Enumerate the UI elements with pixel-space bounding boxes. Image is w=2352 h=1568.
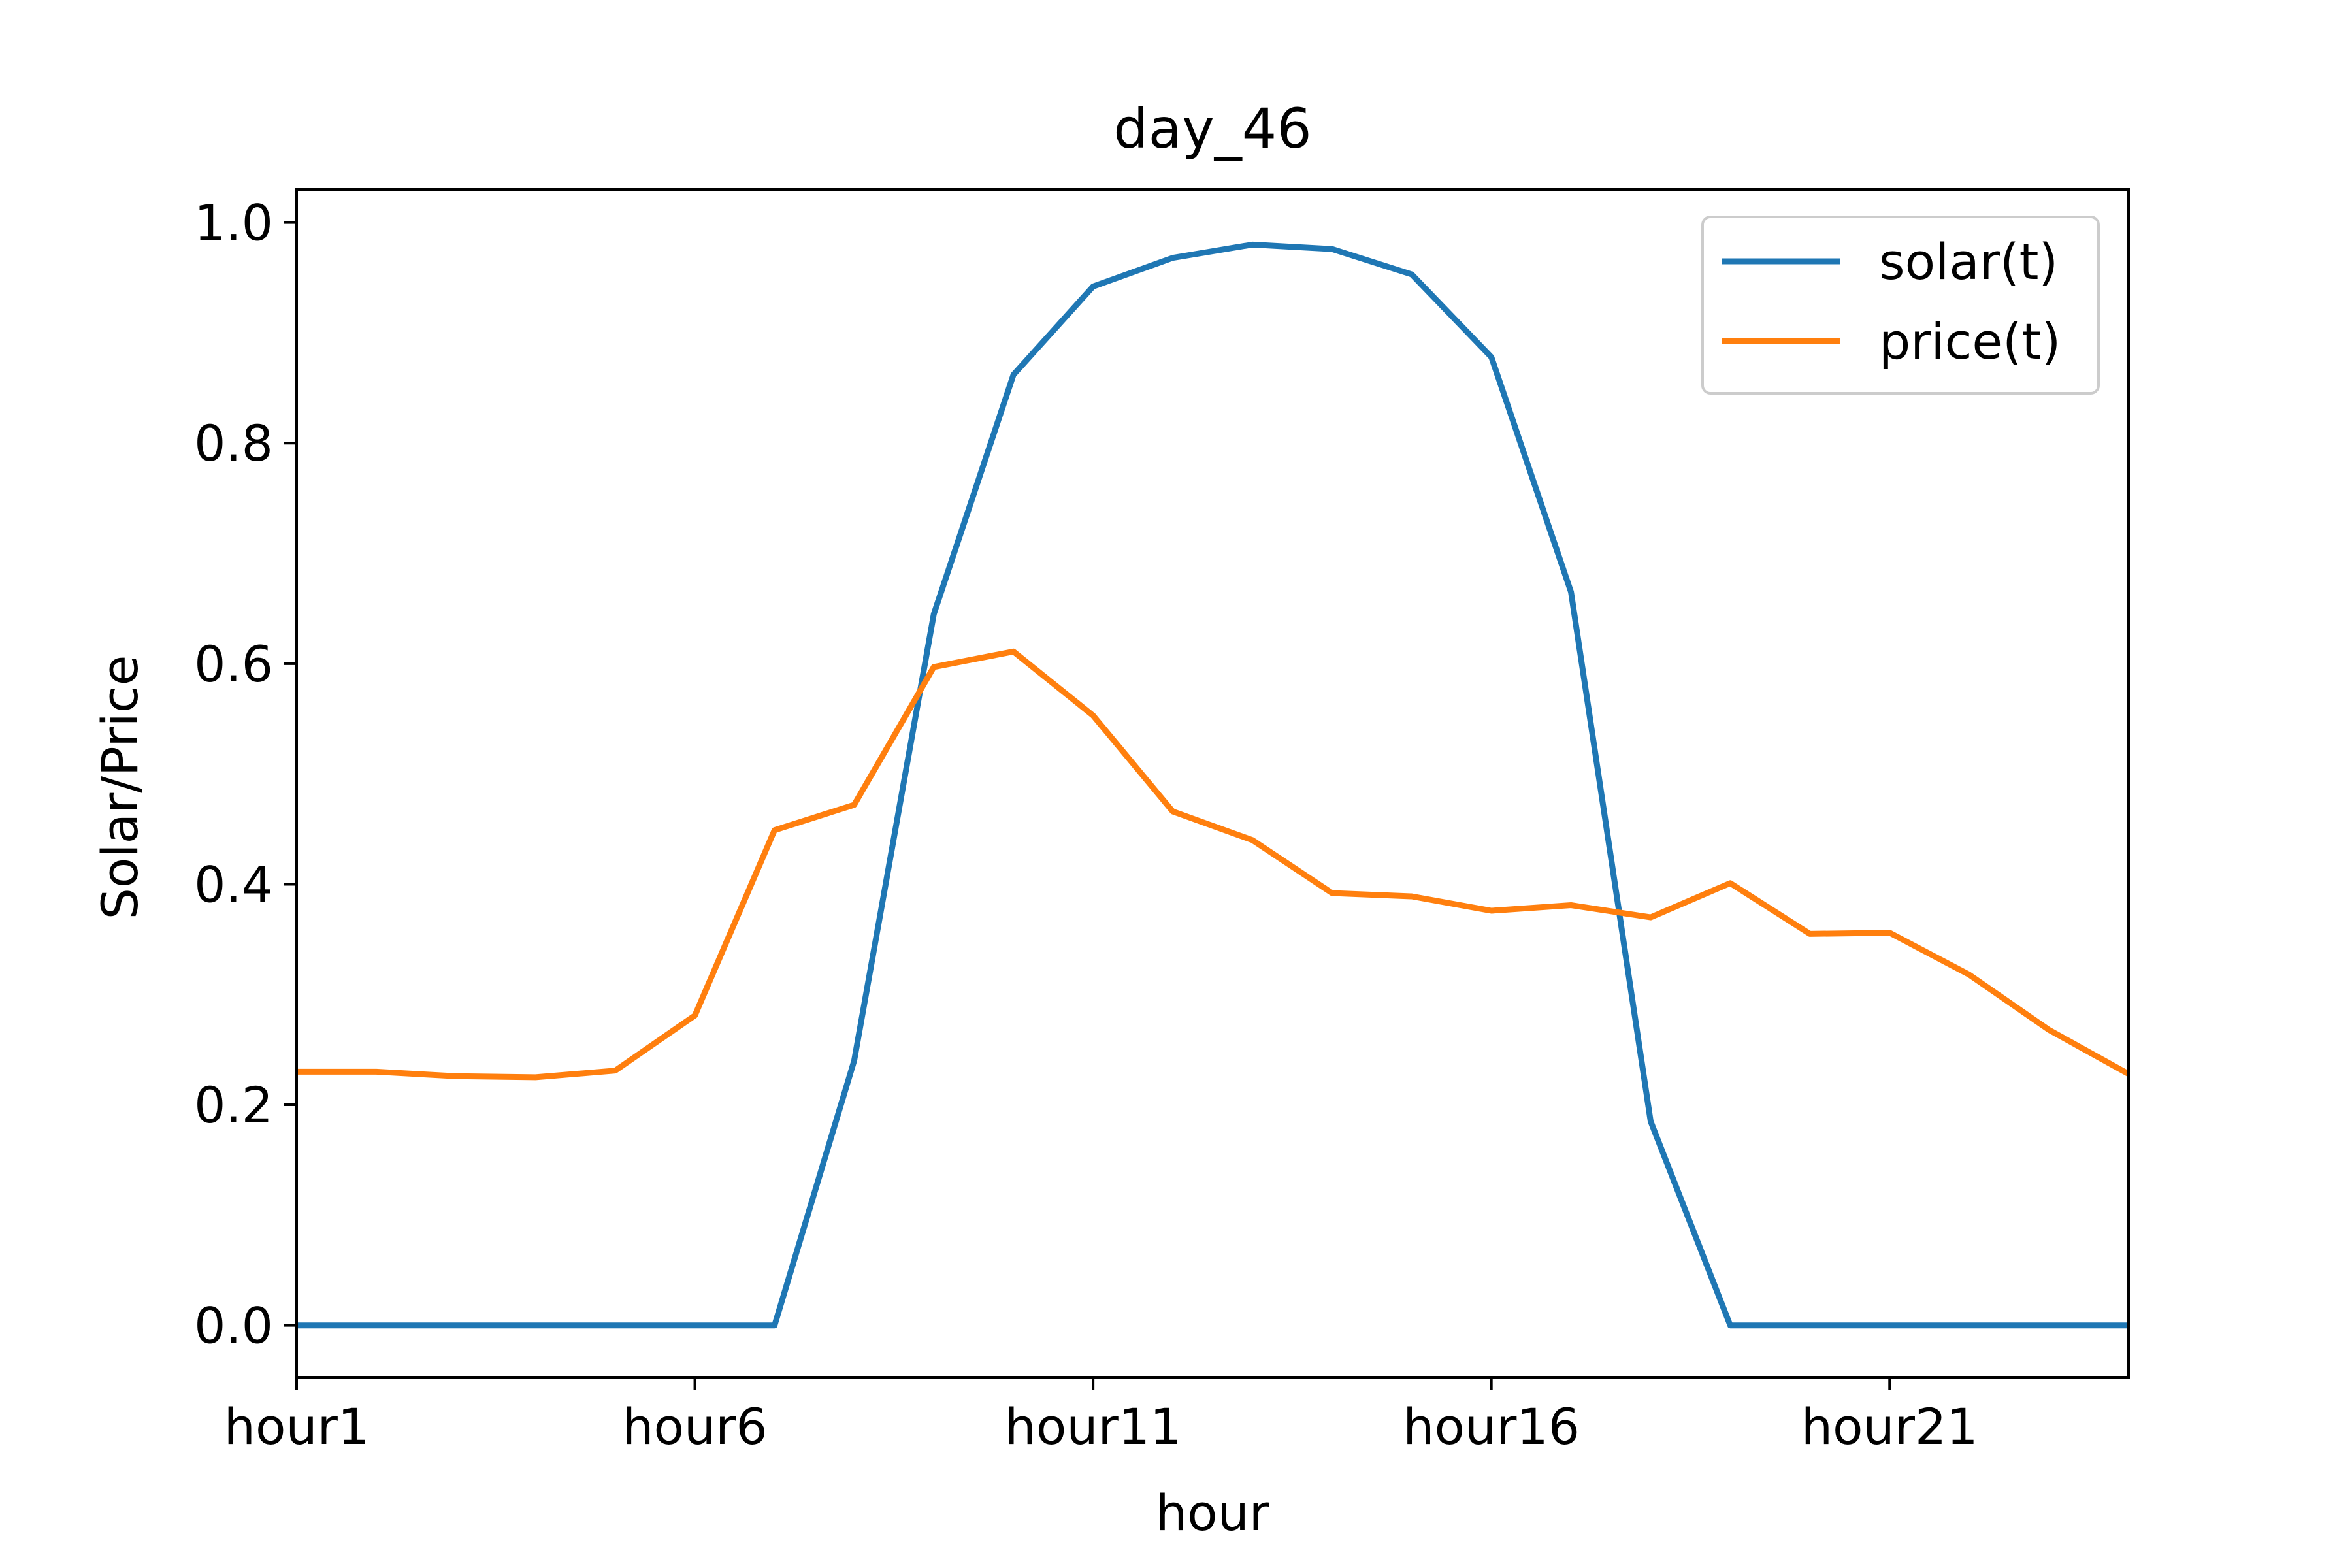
- x-tick-label: hour11: [1005, 1397, 1182, 1456]
- x-tick-label: hour1: [224, 1397, 369, 1456]
- y-tick-label: 0.8: [194, 414, 273, 472]
- series-line-price-t: [297, 648, 2131, 1081]
- x-axis-ticks: hour1 hour6 hour11 hour16 hour21: [224, 1377, 1978, 1456]
- x-axis-label: hour: [1156, 1484, 1270, 1542]
- y-axis-label: Solar/Price: [91, 655, 149, 920]
- y-tick-label: 0.2: [194, 1076, 273, 1134]
- plot-frame: [295, 188, 2130, 1379]
- chart-title: day_46: [1113, 97, 1311, 161]
- x-tick-label: hour6: [622, 1397, 767, 1456]
- series-layer: [297, 241, 2131, 1329]
- series-line-solar-t: [297, 241, 2129, 1329]
- legend-label-solar: solar(t): [1879, 233, 2058, 291]
- x-tick-label: hour16: [1403, 1397, 1580, 1456]
- y-tick-label: 0.0: [194, 1297, 273, 1355]
- y-tick-label: 1.0: [194, 194, 273, 252]
- y-tick-label: 0.6: [194, 635, 273, 693]
- x-tick-label: hour21: [1801, 1397, 1978, 1456]
- legend: solar(t) price(t): [1701, 216, 2100, 395]
- y-axis-ticks: 0.0 0.2 0.4 0.6 0.8 1.0: [194, 194, 297, 1355]
- legend-label-price: price(t): [1879, 312, 2061, 370]
- y-tick-label: 0.4: [194, 855, 273, 913]
